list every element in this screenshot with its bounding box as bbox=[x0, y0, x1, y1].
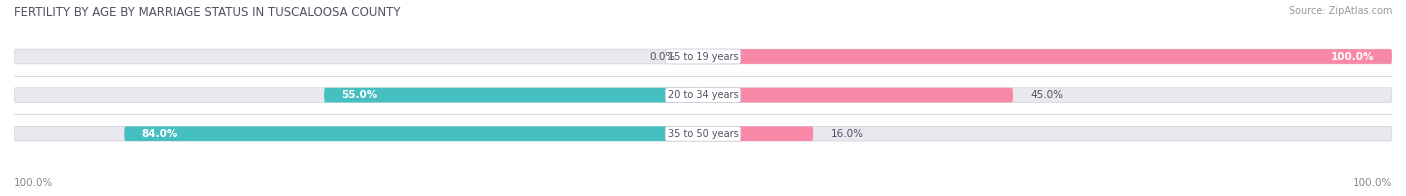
FancyBboxPatch shape bbox=[14, 88, 1392, 103]
FancyBboxPatch shape bbox=[703, 49, 1392, 64]
Text: 35 to 50 years: 35 to 50 years bbox=[668, 129, 738, 139]
Text: 100.0%: 100.0% bbox=[1331, 52, 1375, 62]
Text: Source: ZipAtlas.com: Source: ZipAtlas.com bbox=[1288, 6, 1392, 16]
Text: 15 to 19 years: 15 to 19 years bbox=[668, 52, 738, 62]
Text: FERTILITY BY AGE BY MARRIAGE STATUS IN TUSCALOOSA COUNTY: FERTILITY BY AGE BY MARRIAGE STATUS IN T… bbox=[14, 6, 401, 19]
Text: 45.0%: 45.0% bbox=[1031, 90, 1063, 100]
FancyBboxPatch shape bbox=[124, 126, 703, 141]
Text: 55.0%: 55.0% bbox=[342, 90, 378, 100]
Text: 100.0%: 100.0% bbox=[1353, 178, 1392, 188]
Text: 20 to 34 years: 20 to 34 years bbox=[668, 90, 738, 100]
FancyBboxPatch shape bbox=[323, 88, 703, 103]
Text: 100.0%: 100.0% bbox=[14, 178, 53, 188]
FancyBboxPatch shape bbox=[14, 126, 1392, 141]
Text: 84.0%: 84.0% bbox=[142, 129, 179, 139]
FancyBboxPatch shape bbox=[14, 49, 1392, 64]
FancyBboxPatch shape bbox=[703, 126, 813, 141]
FancyBboxPatch shape bbox=[703, 88, 1012, 103]
Text: 16.0%: 16.0% bbox=[831, 129, 863, 139]
Text: 0.0%: 0.0% bbox=[650, 52, 675, 62]
